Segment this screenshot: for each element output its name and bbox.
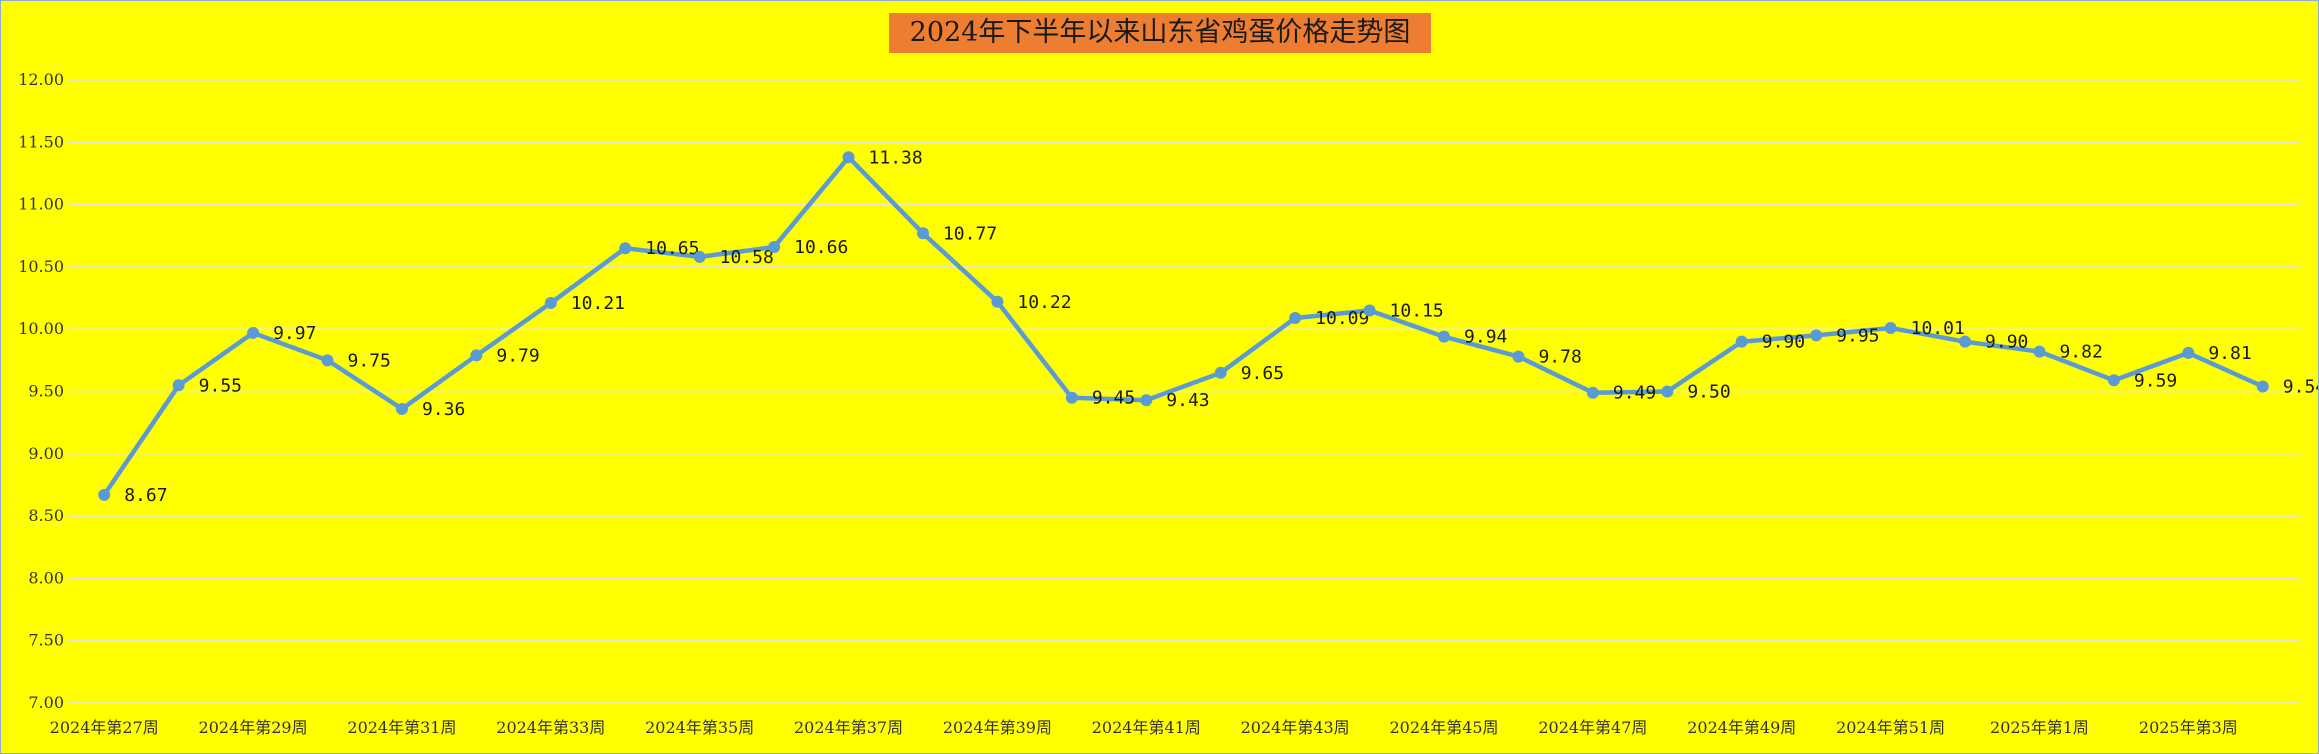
data-label: 9.50 bbox=[1687, 382, 1730, 403]
data-label: 10.21 bbox=[571, 293, 625, 314]
data-point bbox=[991, 295, 1004, 308]
data-label: 9.49 bbox=[1613, 383, 1656, 404]
data-point bbox=[1438, 330, 1451, 343]
data-point bbox=[1363, 304, 1376, 317]
data-label: 9.65 bbox=[1241, 363, 1284, 384]
x-tick-label: 2024年第39周 bbox=[943, 718, 1052, 737]
data-point bbox=[619, 242, 632, 255]
data-label: 9.90 bbox=[1985, 332, 2028, 353]
y-tick-label: 9.00 bbox=[28, 444, 64, 463]
data-label: 9.75 bbox=[348, 350, 391, 371]
y-tick-label: 7.50 bbox=[28, 631, 64, 650]
data-label: 9.36 bbox=[422, 399, 465, 420]
x-tick-label: 2024年第41周 bbox=[1092, 718, 1201, 737]
x-tick-label: 2024年第29周 bbox=[199, 718, 308, 737]
data-label: 9.79 bbox=[496, 345, 539, 366]
x-tick-label: 2024年第49周 bbox=[1687, 718, 1796, 737]
data-point bbox=[1289, 311, 1302, 324]
data-point bbox=[470, 349, 483, 362]
x-tick-label: 2024年第51周 bbox=[1836, 718, 1945, 737]
x-tick-label: 2024年第35周 bbox=[645, 718, 754, 737]
x-tick-label: 2025年第3周 bbox=[2139, 718, 2238, 737]
y-tick-label: 7.00 bbox=[28, 693, 64, 712]
y-tick-label: 9.50 bbox=[28, 382, 64, 401]
data-label: 9.78 bbox=[1538, 347, 1581, 368]
data-point bbox=[916, 227, 929, 240]
y-tick-label: 10.00 bbox=[18, 319, 64, 338]
data-point bbox=[247, 326, 260, 339]
data-point bbox=[842, 151, 855, 164]
y-tick-label: 11.50 bbox=[18, 132, 64, 151]
data-label: 9.82 bbox=[2059, 342, 2102, 363]
x-tick-label: 2024年第43周 bbox=[1241, 718, 1350, 737]
data-point bbox=[1065, 391, 1078, 404]
data-point bbox=[172, 379, 185, 392]
x-tick-label: 2024年第45周 bbox=[1389, 718, 1498, 737]
x-tick-label: 2024年第27周 bbox=[50, 718, 159, 737]
data-label: 10.15 bbox=[1390, 301, 1444, 322]
chart-title: 2024年下半年以来山东省鸡蛋价格走势图 bbox=[889, 13, 1431, 53]
data-point bbox=[2256, 380, 2269, 393]
data-label: 10.01 bbox=[1911, 318, 1965, 339]
y-tick-label: 8.50 bbox=[28, 506, 64, 525]
series-line bbox=[101, 155, 2266, 498]
data-point bbox=[544, 297, 557, 310]
data-point bbox=[693, 250, 706, 263]
data-point bbox=[2107, 374, 2120, 387]
x-tick-label: 2024年第47周 bbox=[1538, 718, 1647, 737]
data-label: 9.97 bbox=[273, 323, 316, 344]
data-point bbox=[1140, 394, 1153, 407]
y-tick-label: 8.00 bbox=[28, 568, 64, 587]
data-label: 11.38 bbox=[869, 147, 923, 168]
data-label: 9.45 bbox=[1092, 388, 1135, 409]
data-label: 9.59 bbox=[2134, 370, 2177, 391]
data-label: 9.43 bbox=[1166, 390, 1209, 411]
data-label: 10.77 bbox=[943, 223, 997, 244]
data-label: 9.95 bbox=[1836, 325, 1879, 346]
data-point bbox=[768, 240, 781, 253]
data-point bbox=[98, 488, 111, 501]
data-label: 9.55 bbox=[199, 375, 242, 396]
data-label: 10.09 bbox=[1315, 308, 1369, 329]
data-point bbox=[1586, 386, 1599, 399]
data-point bbox=[1810, 329, 1823, 342]
data-point bbox=[321, 354, 334, 367]
data-label: 10.65 bbox=[645, 238, 699, 259]
data-point bbox=[1512, 350, 1525, 363]
data-point bbox=[395, 402, 408, 415]
data-label: 9.54 bbox=[2283, 377, 2318, 398]
data-label: 10.66 bbox=[794, 237, 848, 258]
data-label: 10.22 bbox=[1017, 292, 1071, 313]
x-tick-label: 2025年第1周 bbox=[1990, 718, 2089, 737]
data-point bbox=[1735, 335, 1748, 348]
x-tick-label: 2024年第37周 bbox=[794, 718, 903, 737]
data-point bbox=[1661, 385, 1674, 398]
data-point bbox=[2182, 346, 2195, 359]
x-tick-label: 2024年第31周 bbox=[347, 718, 456, 737]
data-label: 10.58 bbox=[720, 247, 774, 268]
data-label: 9.94 bbox=[1464, 327, 1507, 348]
y-tick-label: 11.00 bbox=[18, 195, 64, 214]
data-point bbox=[1959, 335, 1972, 348]
data-point bbox=[2033, 345, 2046, 358]
data-point bbox=[1214, 366, 1227, 379]
y-tick-label: 12.00 bbox=[18, 70, 64, 89]
x-tick-label: 2024年第33周 bbox=[496, 718, 605, 737]
y-tick-label: 10.50 bbox=[18, 257, 64, 276]
data-label: 8.67 bbox=[124, 485, 167, 506]
data-label: 9.90 bbox=[1762, 332, 1805, 353]
data-label: 9.81 bbox=[2208, 343, 2251, 364]
data-point bbox=[1884, 321, 1897, 334]
